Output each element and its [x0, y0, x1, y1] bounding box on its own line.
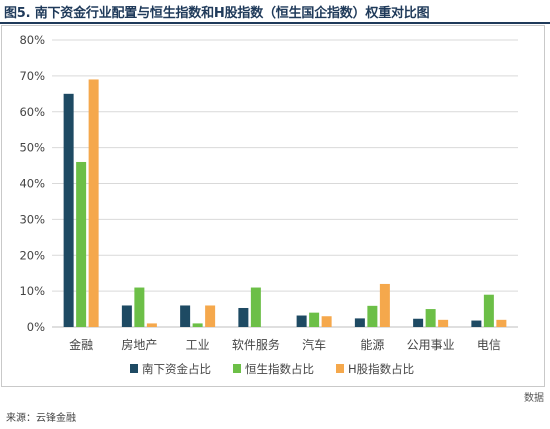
legend-label: H股指数占比 — [348, 362, 414, 376]
legend-label: 恒生指数占比 — [245, 362, 314, 376]
bar — [483, 294, 494, 327]
legend: 南下资金占比 恒生指数占比 H股指数占比 — [130, 362, 414, 376]
x-tick-label: 公用事业 — [407, 338, 455, 352]
bars — [63, 79, 507, 328]
y-tick-label: 20% — [19, 248, 45, 262]
bar — [496, 319, 507, 327]
x-tick-label: 能源 — [360, 338, 384, 352]
y-tick-label: 40% — [19, 177, 45, 191]
y-tick-label: 10% — [19, 284, 45, 298]
bar — [367, 305, 378, 327]
y-tick-label: 30% — [19, 212, 45, 226]
bar — [438, 319, 449, 327]
legend-swatch — [336, 364, 344, 373]
x-tick-label: 工业 — [186, 338, 210, 352]
legend-swatch — [233, 364, 241, 373]
chart-title: 图5. 南下资金行业配置与恒生指数和H股指数（恒生国企指数）权重对比图 — [4, 6, 430, 21]
bar — [146, 323, 157, 327]
source-note: 来源：云锋金融 — [6, 413, 76, 424]
bar — [309, 312, 320, 327]
x-tick-label: 软件服务 — [232, 337, 280, 352]
bar — [296, 315, 307, 327]
bar — [76, 161, 87, 327]
bar — [471, 320, 482, 327]
y-axis: 0% 10% 20% 30% 40% 50% 60% 70% 80% — [19, 33, 45, 334]
x-tick-label: 房地产 — [121, 337, 157, 352]
bar — [250, 287, 261, 327]
bar — [413, 318, 424, 327]
y-tick-label: 0% — [27, 320, 45, 334]
x-tick-label: 金融 — [69, 337, 93, 352]
bar — [192, 323, 203, 327]
y-tick-label: 70% — [19, 69, 45, 83]
bar — [379, 283, 390, 327]
grid-lines — [52, 39, 518, 328]
bar — [121, 305, 132, 327]
bar — [63, 93, 74, 327]
bar — [134, 287, 145, 327]
bar — [238, 307, 249, 327]
x-tick-label: 电信 — [477, 338, 501, 352]
bar — [205, 305, 216, 327]
legend-swatch — [130, 364, 138, 373]
bar — [354, 318, 365, 327]
x-axis: 金融 房地产 工业 软件服务 汽车 能源 公用事业 电信 — [69, 337, 501, 352]
bar — [425, 309, 436, 327]
title-rule — [0, 22, 550, 24]
y-tick-label: 80% — [19, 33, 45, 47]
y-tick-label: 60% — [19, 105, 45, 119]
side-note: 数据 — [524, 393, 544, 404]
bar — [88, 79, 99, 328]
bar — [180, 305, 191, 327]
legend-label: 南下资金占比 — [142, 362, 211, 376]
x-tick-label: 汽车 — [302, 337, 326, 352]
bar — [321, 316, 332, 327]
y-tick-label: 50% — [19, 141, 45, 155]
